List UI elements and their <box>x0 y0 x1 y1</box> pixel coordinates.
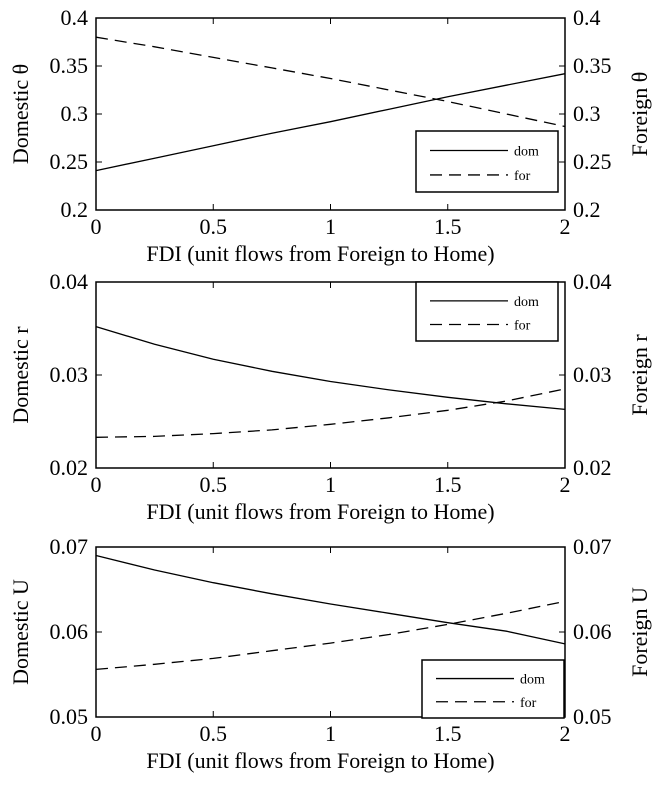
x-tick-label: 1.5 <box>434 214 462 239</box>
legend: dom for <box>421 659 565 719</box>
chart-panel-1: 0 0.5 1 1.5 20.2 0.20.25 0.250.3 0.30.35 0.350.4… <box>8 5 652 266</box>
series-line-for <box>95 388 566 438</box>
series-line-for <box>95 36 566 128</box>
legend-box <box>415 281 559 342</box>
x-tick-label: 0 <box>91 214 102 239</box>
y-tick-label-left: 0.04 <box>50 269 89 294</box>
y-axis-label-left: Domestic r <box>8 326 33 424</box>
x-axis-label: FDI (unit flows from Foreign to Home) <box>146 748 494 773</box>
y-tick-label-right: 0.03 <box>573 362 612 387</box>
y-tick-label-left: 0.05 <box>50 704 89 729</box>
y-tick-label-right: 0.4 <box>573 5 601 30</box>
x-tick-label: 1 <box>325 214 336 239</box>
plot-frame <box>95 17 566 211</box>
y-tick-label-left: 0.35 <box>50 53 89 78</box>
y-axis-label-left: Domestic U <box>8 579 33 685</box>
y-axis-label-left: Domestic θ <box>8 64 33 164</box>
y-tick-label-right: 0.25 <box>573 149 612 174</box>
y-tick-label-right: 0.05 <box>573 704 612 729</box>
legend-label-dom: dom <box>520 673 545 688</box>
plot-frame <box>95 281 566 469</box>
legend-label-for: for <box>514 318 531 333</box>
x-tick-label: 2 <box>560 472 571 497</box>
y-tick-label-left: 0.4 <box>61 5 89 30</box>
x-axis-label: FDI (unit flows from Foreign to Home) <box>146 241 494 266</box>
legend-label-dom: dom <box>514 145 539 160</box>
y-tick-label-right: 0.2 <box>573 197 601 222</box>
y-tick-label-right: 0.07 <box>573 534 612 559</box>
y-axis-label-right: Foreign θ <box>627 72 652 156</box>
y-tick-label-right: 0.35 <box>573 53 612 78</box>
x-tick-label: 0 <box>91 472 102 497</box>
x-tick-label: 0.5 <box>200 721 228 746</box>
x-tick-label: 1 <box>325 472 336 497</box>
x-tick-label: 1.5 <box>434 472 462 497</box>
series-line-dom <box>95 325 566 411</box>
y-tick-label-right: 0.04 <box>573 269 612 294</box>
y-tick-label-left: 0.02 <box>50 455 89 480</box>
y-tick-label-right: 0.06 <box>573 619 612 644</box>
series-line-for <box>95 600 566 671</box>
y-tick-label-left: 0.03 <box>50 362 89 387</box>
y-axis-label-right: Foreign U <box>627 587 652 677</box>
y-tick-label-left: 0.25 <box>50 149 89 174</box>
x-tick-label: 1 <box>325 721 336 746</box>
x-tick-label: 0 <box>91 721 102 746</box>
x-axis-label: FDI (unit flows from Foreign to Home) <box>146 499 494 524</box>
series-line-dom <box>95 554 566 645</box>
legend: dom for <box>415 281 559 342</box>
y-tick-label-right: 0.3 <box>573 101 601 126</box>
x-tick-label: 1.5 <box>434 721 462 746</box>
legend-label-dom: dom <box>514 295 539 310</box>
legend: dom for <box>415 130 559 193</box>
legend-label-for: for <box>520 696 537 711</box>
legend-label-for: for <box>514 169 531 184</box>
plot-frame <box>95 546 566 718</box>
series-line-dom <box>95 73 566 172</box>
x-tick-label: 0.5 <box>200 472 228 497</box>
y-tick-label-left: 0.07 <box>50 534 89 559</box>
x-tick-label: 0.5 <box>200 214 228 239</box>
y-tick-label-left: 0.2 <box>61 197 89 222</box>
y-tick-label-left: 0.3 <box>61 101 89 126</box>
y-axis-label-right: Foreign r <box>627 334 652 416</box>
legend-box <box>415 130 559 193</box>
x-tick-label: 2 <box>560 721 571 746</box>
y-tick-label-left: 0.06 <box>50 619 89 644</box>
x-tick-label: 2 <box>560 214 571 239</box>
legend-box <box>421 659 565 719</box>
y-tick-label-right: 0.02 <box>573 455 612 480</box>
